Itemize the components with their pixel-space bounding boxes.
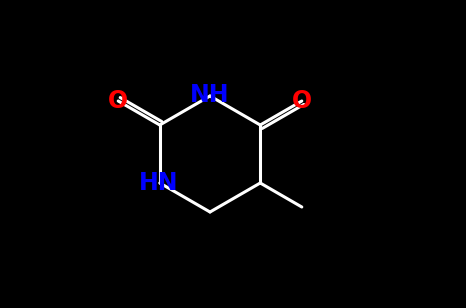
Text: O: O [108,89,128,113]
Text: NH: NH [190,83,230,107]
Text: HN: HN [139,171,178,195]
Text: O: O [292,89,312,113]
